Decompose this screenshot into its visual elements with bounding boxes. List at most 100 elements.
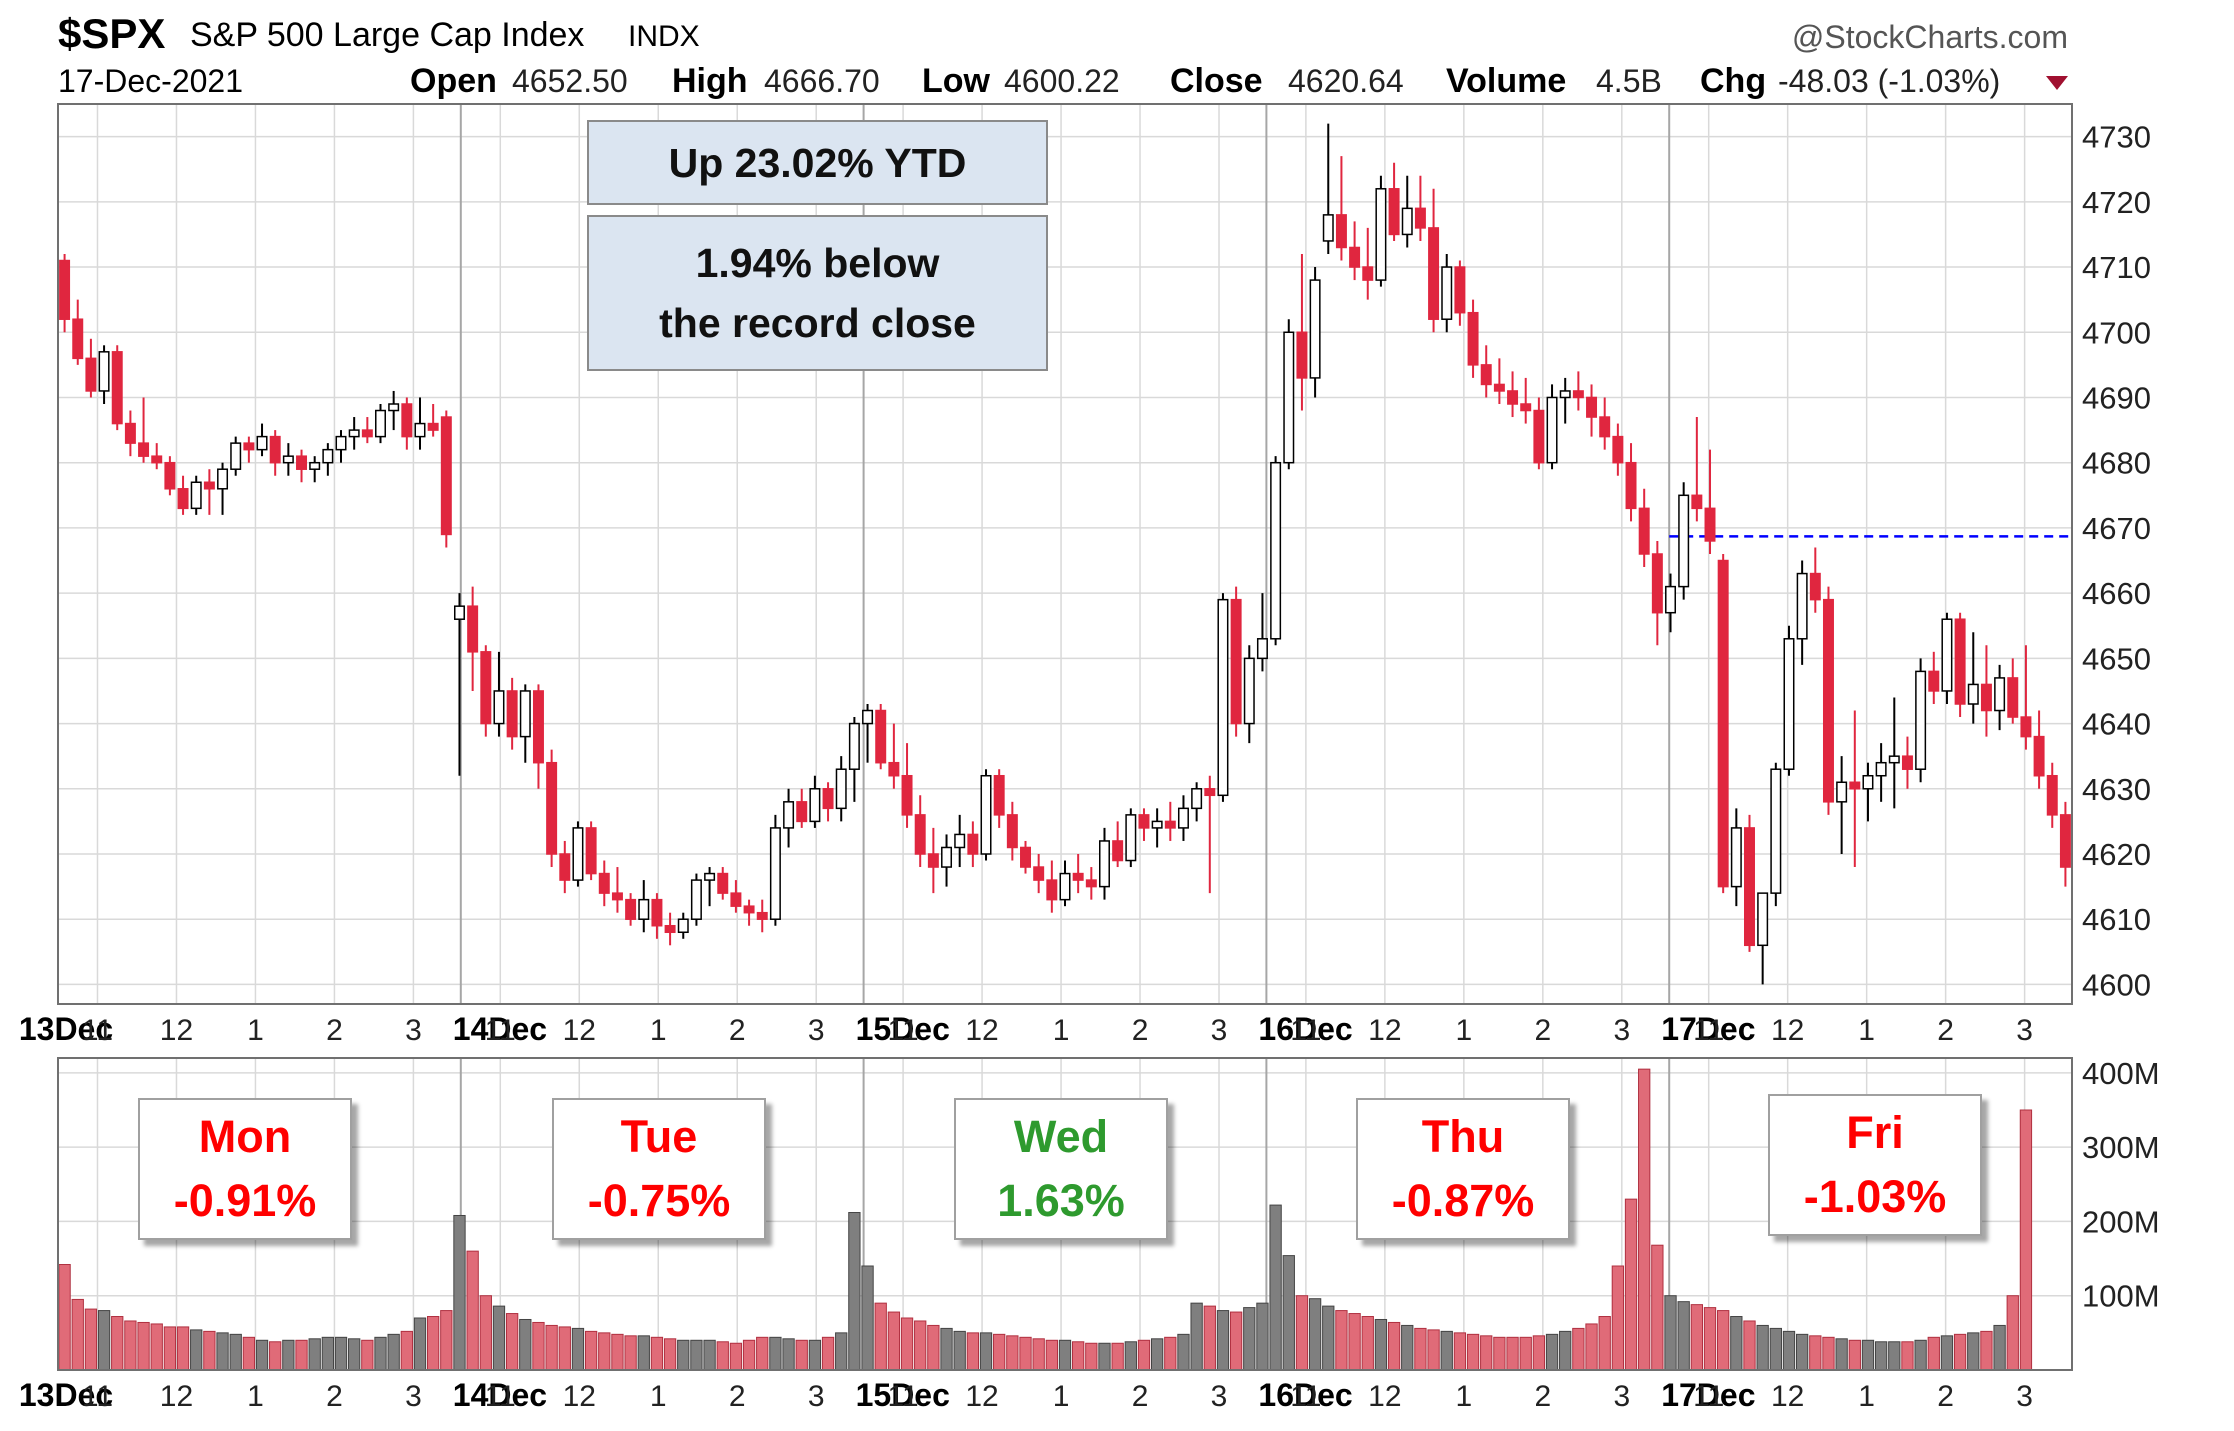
candle [401,397,413,450]
candle-body [138,442,150,457]
candle [361,417,373,444]
volume-bar [532,1321,545,1371]
candle [1507,371,1519,418]
candle [322,443,334,476]
candle [1809,547,1821,613]
volume-bar [835,1332,848,1371]
volume-bar [2019,1109,2033,1371]
volume-bar [1032,1338,1045,1371]
candle-body [1033,866,1045,881]
candle-body [1375,188,1387,281]
volume-plot-frame [57,1057,2073,1371]
volume-bar [1638,1068,1651,1371]
candle [1533,397,1545,470]
volume-bar [440,1310,453,1371]
candle [256,423,268,457]
candle [1770,762,1782,907]
volume-x-hour-label: 12 [965,1380,998,1413]
candle-body [743,905,755,914]
candle-body [1599,416,1611,438]
volume-bar [1506,1336,1519,1371]
candle [1520,377,1532,424]
candle [269,430,281,476]
volume-bar [348,1338,361,1371]
volume-bar [1045,1339,1058,1371]
candle [1691,417,1703,522]
candle-body [1467,311,1479,366]
volume-x-hour-label: 3 [808,1380,825,1413]
candle-body [1480,364,1492,386]
candle [138,397,150,463]
volume-bar [1229,1311,1243,1371]
candle [1072,854,1084,894]
volume-bar [821,1336,835,1371]
candle [1901,736,1913,789]
price-tick-label: 4730 [2082,120,2151,155]
candle-body [1586,396,1598,418]
record-callout-line1: 1.94% below [695,240,940,286]
chart-header: $SPX S&P 500 Large Cap Index INDX @StockCha… [58,10,2068,100]
candle [164,456,176,496]
candle [1125,808,1137,868]
candle-body [1362,266,1374,281]
volume-bar [703,1339,716,1371]
volume-bar [663,1338,677,1371]
volume-x-hour-label: 3 [1613,1380,1630,1413]
candle-body [309,461,321,470]
candle-body [282,455,294,464]
stat-label-low: Low [922,62,991,100]
stat-value-volume: 4.5B [1596,63,1662,99]
volume-bar [216,1332,229,1371]
candle-body [1138,814,1150,829]
candle-body [124,422,136,444]
candle-body [783,801,795,829]
candle [1994,664,2006,731]
volume-bar [387,1333,400,1371]
candle-body [1796,572,1808,640]
volume-bar [308,1338,321,1371]
volume-bar [1585,1323,1598,1371]
candle-body [2033,735,2045,777]
candle-body [1296,331,1308,379]
price-x-hour-label: 3 [808,1014,825,1047]
candle-body [1822,598,1834,803]
candle [203,469,215,515]
volume-bar [1861,1339,1875,1371]
candle [111,345,123,431]
candle [730,880,742,913]
candle [2033,710,2045,789]
candle [1151,808,1163,848]
volume-bar [1177,1333,1190,1371]
candle-body [296,455,308,470]
candle [954,814,966,868]
candle [1375,175,1387,287]
candle-body [730,892,742,907]
volume-bar [1427,1329,1440,1371]
candle-body [1783,638,1795,770]
price-x-hour-label: 2 [1132,1014,1149,1047]
candle [651,893,663,939]
candle [217,462,229,515]
record-callout: 1.94% below the record close [587,215,1048,371]
candle-body [1414,207,1426,229]
volume-bar [1598,1316,1611,1371]
volume-x-hour-label: 12 [1771,1380,1804,1413]
candle-body [532,690,544,764]
candle [664,912,676,946]
candle-body [177,488,189,510]
volume-x-hour-label: 11 [485,1380,516,1413]
candle [1217,593,1229,802]
candle [862,704,874,763]
candle [1493,358,1505,404]
candle [1362,227,1374,300]
volume-bar [229,1333,242,1371]
candle-body [440,416,452,536]
candle [809,775,821,828]
volume-x-hour-label: 12 [1368,1380,1401,1413]
price-x-hour-label: 11 [1290,1014,1321,1047]
volume-x-hour-label: 3 [2016,1380,2033,1413]
candle-body [59,259,71,320]
candle [1454,260,1466,326]
price-x-hour-label: 2 [326,1014,343,1047]
